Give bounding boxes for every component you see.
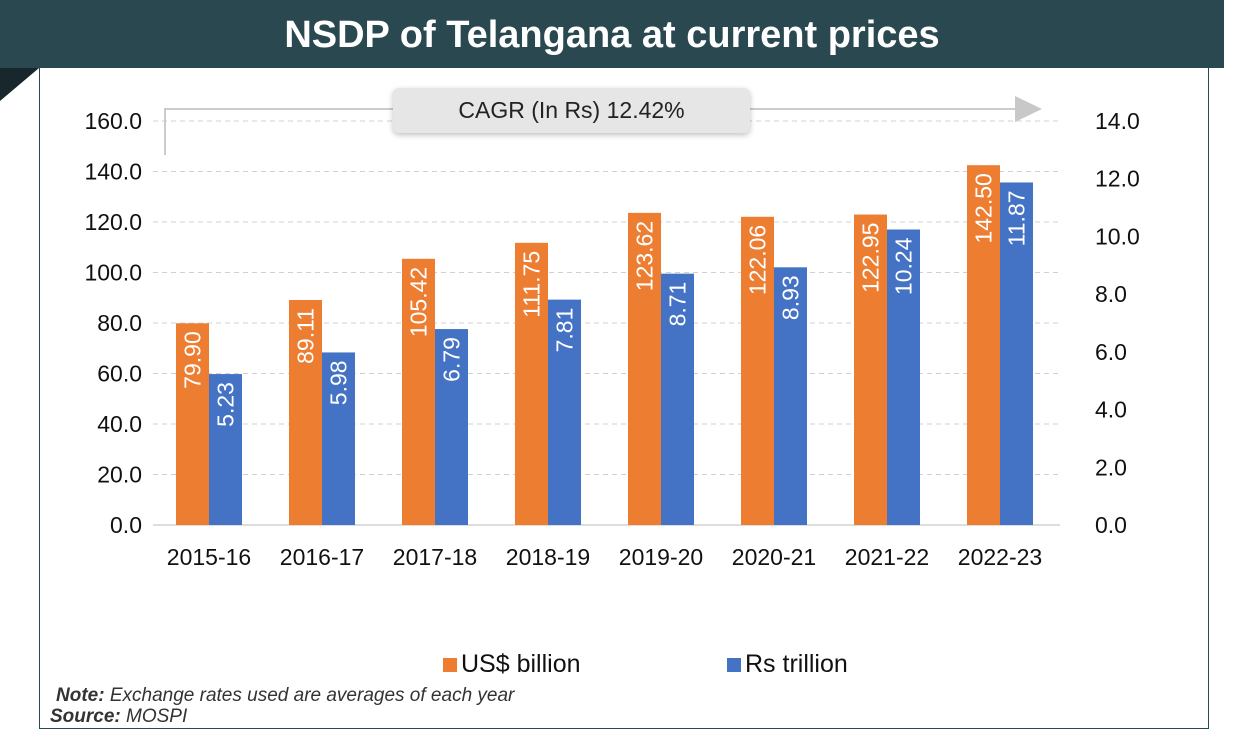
- legend-item-usd: US$ billion: [443, 650, 581, 679]
- data-label: 8.71: [665, 282, 691, 327]
- y-right-tick-label: 14.0: [1095, 108, 1140, 134]
- legend-label: US$ billion: [461, 650, 581, 678]
- note-text: Exchange rates used are averages of each…: [104, 685, 515, 706]
- bar-rs: [1000, 182, 1033, 526]
- data-label: 10.24: [891, 237, 917, 295]
- y-right-tick-label: 6.0: [1095, 339, 1127, 365]
- bar-usd: [854, 214, 887, 525]
- bar-usd: [628, 212, 661, 525]
- bar-usd: [741, 216, 774, 525]
- x-tick-label: 2021-22: [845, 544, 929, 570]
- y-right-tick-label: 4.0: [1095, 397, 1127, 423]
- y-left-tick-label: 0.0: [110, 512, 142, 538]
- y-left-tick-label: 20.0: [97, 462, 142, 488]
- legend-swatch: [443, 657, 457, 672]
- data-label: 7.81: [552, 308, 578, 353]
- bar-usd: [176, 323, 209, 525]
- chart-frame: [39, 68, 1209, 729]
- x-tick-label: 2019-20: [619, 544, 703, 570]
- data-label: 122.06: [745, 225, 771, 295]
- x-tick-label: 2020-21: [732, 544, 816, 570]
- cagr-arrowhead: [1015, 96, 1042, 122]
- bar-usd: [289, 299, 322, 525]
- bar-usd: [402, 258, 435, 525]
- bar-usd: [967, 165, 1000, 525]
- chart-title: NSDP of Telangana at current prices: [0, 0, 1224, 68]
- y-left-tick-label: 40.0: [97, 411, 142, 437]
- bar-usd: [515, 242, 548, 526]
- note-label: Note:: [56, 685, 105, 706]
- data-label: 123.62: [632, 221, 658, 291]
- corner-fold: [0, 68, 39, 101]
- data-label: 105.42: [406, 267, 432, 337]
- x-tick-label: 2016-17: [280, 544, 364, 570]
- data-label: 122.95: [858, 223, 884, 293]
- bar-rs: [322, 352, 355, 525]
- source-text: MOSPI: [120, 706, 188, 727]
- y-left-tick-label: 140.0: [84, 159, 142, 185]
- data-label: 89.11: [293, 308, 319, 364]
- data-label: 5.98: [326, 360, 352, 405]
- x-tick-label: 2022-23: [958, 544, 1042, 570]
- x-tick-label: 2017-18: [393, 544, 477, 570]
- bar-rs: [548, 299, 581, 525]
- data-label: 79.90: [180, 331, 206, 389]
- data-label: 5.23: [213, 382, 239, 427]
- note: Note: Exchange rates used are averages o…: [56, 685, 514, 707]
- legend-item-rs: Rs trillion: [727, 650, 848, 679]
- y-right-tick-label: 12.0: [1095, 166, 1140, 192]
- y-left-tick-label: 80.0: [97, 310, 142, 336]
- y-left-tick-label: 160.0: [84, 108, 142, 134]
- data-label: 142.50: [971, 173, 997, 243]
- data-label: 11.87: [1004, 190, 1030, 246]
- legend-swatch: [727, 657, 741, 672]
- y-right-tick-label: 8.0: [1095, 281, 1127, 307]
- bar-rs: [661, 273, 694, 525]
- bar-rs: [209, 374, 242, 525]
- legend-label: Rs trillion: [745, 650, 848, 678]
- data-label: 8.93: [778, 275, 804, 320]
- source-label: Source:: [50, 706, 121, 727]
- bar-rs: [774, 267, 807, 525]
- data-label: 6.79: [439, 337, 465, 382]
- source: Source: MOSPI: [50, 706, 187, 728]
- y-left-tick-label: 60.0: [97, 361, 142, 387]
- y-right-tick-label: 0.0: [1095, 512, 1127, 538]
- x-tick-label: 2015-16: [167, 544, 251, 570]
- y-left-tick-label: 120.0: [84, 209, 142, 235]
- x-tick-label: 2018-19: [506, 544, 590, 570]
- data-label: 111.75: [519, 251, 545, 318]
- y-right-tick-label: 2.0: [1095, 454, 1127, 480]
- bar-rs: [435, 329, 468, 525]
- y-left-tick-label: 100.0: [84, 260, 142, 286]
- y-right-tick-label: 10.0: [1095, 223, 1140, 249]
- cagr-annotation: CAGR (In Rs) 12.42%: [393, 88, 750, 133]
- bar-rs: [887, 229, 920, 525]
